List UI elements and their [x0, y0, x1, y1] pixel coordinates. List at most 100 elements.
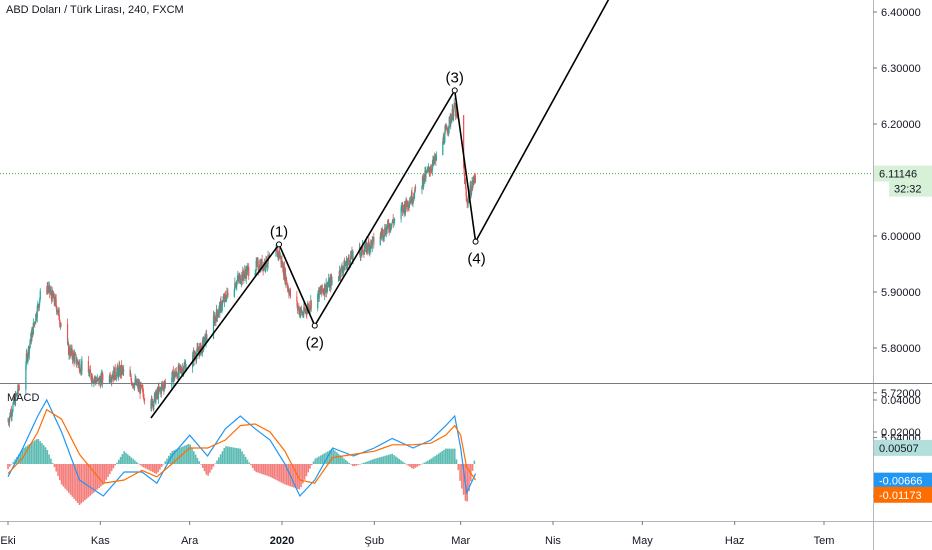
macd-hist-bar: [285, 464, 288, 486]
time-axis[interactable]: Eki Kas Ara 2020 Şub Mar Nis May Haz Tem: [0, 521, 932, 547]
macd-hist-bar: [307, 464, 309, 473]
candle-body: [384, 227, 386, 234]
macd-hist-bar: [69, 464, 72, 495]
chart-title: ABD Doları / Türk Lirası, 240, FXCM: [6, 4, 184, 16]
macd-hist-bar: [446, 448, 449, 464]
candle-body: [7, 420, 10, 423]
candle-body: [233, 289, 235, 297]
candle-body: [171, 371, 173, 378]
macd-hist-bar: [386, 455, 388, 464]
candle-body: [310, 300, 312, 309]
candle-body: [288, 291, 291, 295]
macd-hist-bar: [101, 464, 104, 485]
candle-body: [193, 352, 195, 362]
macd-pane[interactable]: [7, 398, 477, 505]
candle-body: [308, 304, 310, 311]
candle-body: [466, 201, 468, 203]
candle-body: [25, 364, 27, 390]
macd-hist-bar: [76, 464, 79, 503]
candle-body: [201, 339, 204, 353]
candle-body: [48, 286, 50, 291]
candle-body: [130, 380, 133, 385]
candle-body: [139, 383, 142, 394]
macd-hist-bar: [189, 444, 192, 464]
macd-hist-bar: [357, 464, 360, 465]
candle-body: [174, 374, 176, 378]
macd-hist-bar: [14, 459, 16, 464]
candle-body: [236, 279, 238, 282]
macd-hist-bar: [237, 448, 240, 464]
candle-body: [337, 276, 340, 281]
candle-body: [197, 348, 199, 352]
candle-body: [17, 385, 20, 390]
candle-body: [257, 261, 259, 271]
candle-body: [14, 393, 17, 406]
macd-hist-bar: [178, 447, 181, 464]
candle-body: [171, 377, 173, 387]
macd-hist-bar: [409, 464, 411, 467]
macd-hist-bar: [34, 440, 36, 464]
candle-body: [222, 300, 224, 302]
macd-hist-bar: [407, 464, 410, 466]
candle-body: [362, 252, 364, 254]
candle-body: [318, 288, 320, 299]
macd-hist-bar: [46, 450, 49, 464]
candle-body: [407, 200, 409, 207]
price-pane[interactable]: [7, 98, 477, 428]
macd-hist-bar: [176, 448, 179, 464]
macd-hist-bar: [278, 464, 281, 482]
macd-hist-bar: [98, 464, 100, 489]
candle-body: [49, 292, 51, 294]
macd-hist-bar: [466, 464, 469, 502]
candle-body: [75, 354, 77, 364]
candle-body: [464, 173, 466, 184]
candle-body: [123, 369, 125, 372]
candle-body: [301, 310, 303, 315]
candle-body: [177, 366, 179, 379]
macd-hist-bar: [273, 464, 276, 479]
candle-body: [360, 253, 362, 257]
candle-body: [203, 336, 206, 344]
candle-body: [404, 203, 406, 212]
macd-hist-bar: [123, 451, 125, 464]
macd-hist-bar: [21, 449, 24, 464]
macd-hist-bar: [155, 464, 158, 474]
candle-body: [51, 290, 53, 302]
candle-body: [181, 370, 183, 375]
candle-body: [428, 167, 430, 171]
macd-hist-bar: [400, 460, 402, 464]
macd-hist-bar: [441, 451, 444, 464]
macd-hist-bar: [112, 464, 115, 469]
macd-hist-bar: [141, 464, 143, 467]
macd-hist-bar: [312, 461, 315, 464]
candle-body: [463, 167, 465, 174]
macd-hist-bar: [67, 464, 70, 493]
macd-hist-bar: [339, 455, 342, 464]
macd-hist-bar: [393, 455, 395, 464]
macd-hist-bar: [402, 461, 404, 464]
candle-body: [12, 403, 14, 412]
macd-badge: [874, 439, 932, 456]
candle-body: [302, 315, 304, 317]
macd-hist-bar: [310, 464, 313, 466]
candle-body: [111, 377, 113, 382]
macd-hist-bar: [293, 464, 295, 488]
candle-body: [108, 380, 110, 382]
macd-hist-bar: [80, 464, 83, 504]
macd-hist-bar: [235, 448, 238, 464]
candle-body: [320, 292, 322, 294]
macd-hist-bar: [228, 446, 231, 464]
candle-body: [383, 237, 385, 239]
macd-hist-bar: [323, 453, 326, 464]
macd-hist-bar: [19, 451, 22, 464]
macd-hist-bar: [30, 442, 33, 464]
candle-body: [448, 117, 450, 129]
candle-body: [16, 393, 19, 395]
candle-body: [393, 220, 395, 224]
candle-body: [362, 244, 364, 253]
macd-hist-bar: [434, 456, 436, 464]
candle-body: [465, 188, 467, 197]
candle-body: [465, 182, 467, 189]
